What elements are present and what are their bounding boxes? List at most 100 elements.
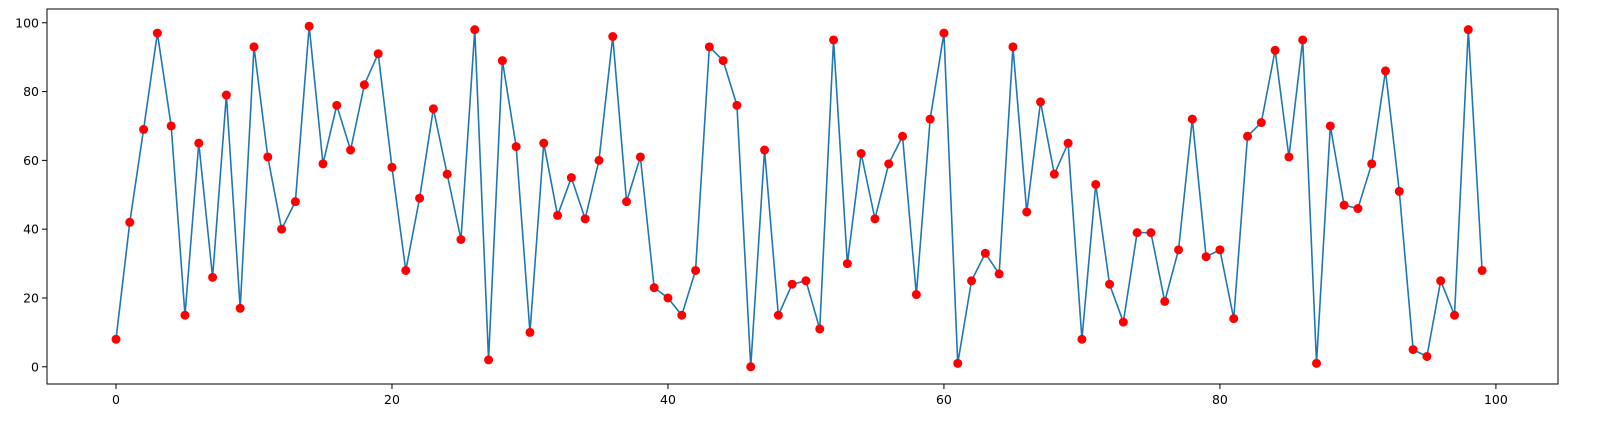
data-point [884,159,894,169]
data-point [180,310,190,320]
series-markers-group [111,21,1487,372]
data-point [497,56,507,66]
data-point [139,124,149,134]
data-point [1022,207,1032,217]
data-point [111,334,121,344]
x-tick-label: 80 [1212,392,1228,407]
data-point [704,42,714,52]
data-point [484,355,494,365]
y-tick-label: 40 [23,222,39,237]
data-point [732,100,742,110]
data-point [746,362,756,372]
data-point [1049,169,1059,179]
data-point [953,358,963,368]
data-point [221,90,231,100]
data-point [1270,45,1280,55]
data-point [911,290,921,300]
data-point [1256,118,1266,128]
data-point [1353,204,1363,214]
plot-area-border [46,8,1559,385]
data-point [415,193,425,203]
data-point [1160,296,1170,306]
data-point [1118,317,1128,327]
data-point [359,80,369,90]
data-point [332,100,342,110]
data-point [125,217,135,227]
data-point [994,269,1004,279]
data-point [842,259,852,269]
data-point [1436,276,1446,286]
data-point [829,35,839,45]
data-point [1146,228,1156,238]
data-point [346,145,356,155]
x-tick-label: 20 [384,392,400,407]
data-point [1008,42,1018,52]
data-point [1463,25,1473,35]
data-point [166,121,176,131]
data-point [1477,265,1487,275]
data-point [152,28,162,38]
series-line [115,25,1483,368]
data-point [1325,121,1335,131]
data-point [470,25,480,35]
data-point [263,152,273,162]
data-point [249,42,259,52]
data-point [663,293,673,303]
data-point [1298,35,1308,45]
data-point [677,310,687,320]
data-point [1284,152,1294,162]
data-point [1105,279,1115,289]
data-point [1187,114,1197,124]
data-point [235,303,245,313]
y-axis-ticks: 0 20 40 60 80 100 [15,15,47,374]
y-tick-label: 20 [23,290,39,305]
data-point [1381,66,1391,76]
data-point [525,327,535,337]
data-point [801,276,811,286]
data-point [1132,228,1142,238]
data-point [980,248,990,258]
data-point [1394,186,1404,196]
data-point [553,210,563,220]
x-tick-label: 0 [112,392,120,407]
data-point [815,324,825,334]
data-point [898,131,908,141]
data-point [1091,179,1101,189]
data-point [939,28,949,38]
data-point [1408,345,1418,355]
data-point [1215,245,1225,255]
data-point [290,197,300,207]
data-point [373,49,383,59]
data-point [1063,138,1073,148]
data-point [1243,131,1253,141]
data-point [208,272,218,282]
data-point [967,276,977,286]
data-point [856,149,866,158]
data-point [387,162,397,172]
series-line-group [115,25,1483,368]
data-point [760,145,770,155]
data-point [539,138,549,148]
data-point [594,155,604,165]
data-point [870,214,880,224]
axes-frame [46,8,1559,385]
y-tick-label: 0 [31,359,39,374]
y-tick-label: 80 [23,84,39,99]
data-point [401,265,411,275]
data-point [456,235,466,244]
data-point [428,104,438,114]
data-point [635,152,645,162]
data-point [566,173,576,183]
data-point [304,21,314,31]
data-point [1174,245,1184,255]
data-point [718,56,728,66]
data-point [622,197,632,207]
data-point [773,310,783,320]
data-point [1367,159,1377,169]
x-axis-ticks: 0 20 40 60 80 100 [112,384,1508,407]
data-point [194,138,204,148]
data-point [580,214,590,224]
x-tick-label: 60 [936,392,952,407]
